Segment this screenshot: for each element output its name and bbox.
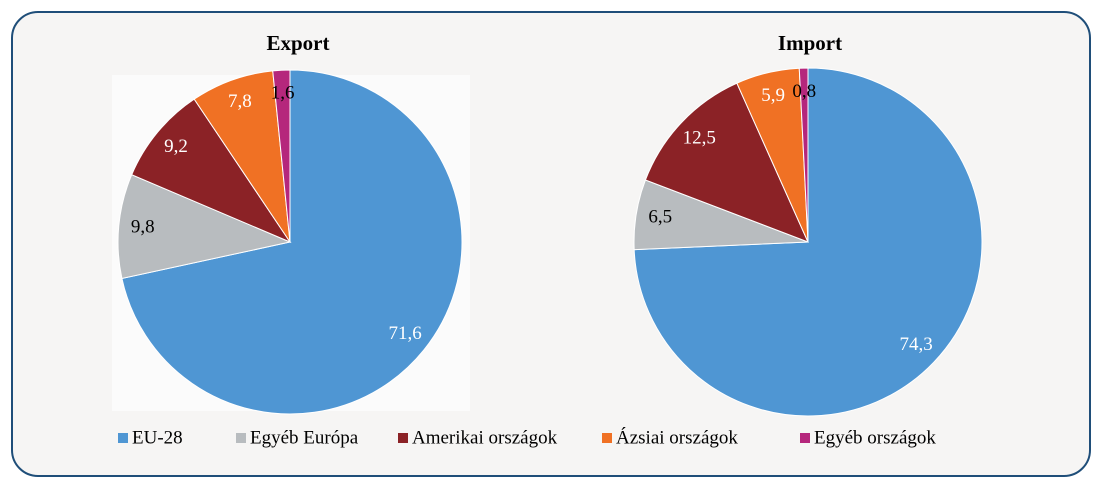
legend-swatch (800, 433, 810, 443)
legend-label: Egyéb Európa (250, 427, 359, 448)
data-label: 1,6 (271, 83, 295, 104)
chart-title: Export (267, 31, 330, 55)
legend-swatch (602, 433, 612, 443)
legend-swatch (398, 433, 408, 443)
data-label: 12,5 (683, 128, 716, 149)
data-label: 6,5 (648, 206, 672, 227)
legend-swatch (236, 433, 246, 443)
chart-title: Import (778, 31, 842, 55)
legend-label: Ázsiai országok (616, 426, 738, 448)
data-label: 5,9 (761, 85, 785, 106)
data-label: 9,8 (131, 216, 155, 237)
legend-swatch (118, 433, 128, 443)
data-label: 9,2 (164, 136, 188, 157)
data-label: 7,8 (228, 91, 252, 112)
pie-slice (117, 174, 292, 280)
legend-label: Egyéb országok (814, 427, 936, 448)
data-label: 0,8 (792, 81, 816, 102)
pie-slice (272, 69, 291, 243)
data-label: 71,6 (389, 323, 422, 344)
data-label: 74,3 (899, 334, 932, 355)
legend-label: EU-28 (132, 427, 183, 448)
pie-slice (121, 69, 463, 415)
pie-slice (644, 82, 809, 243)
legend-label: Amerikai országok (412, 427, 558, 448)
pie-slice (131, 98, 292, 244)
pie-slice (798, 67, 809, 243)
